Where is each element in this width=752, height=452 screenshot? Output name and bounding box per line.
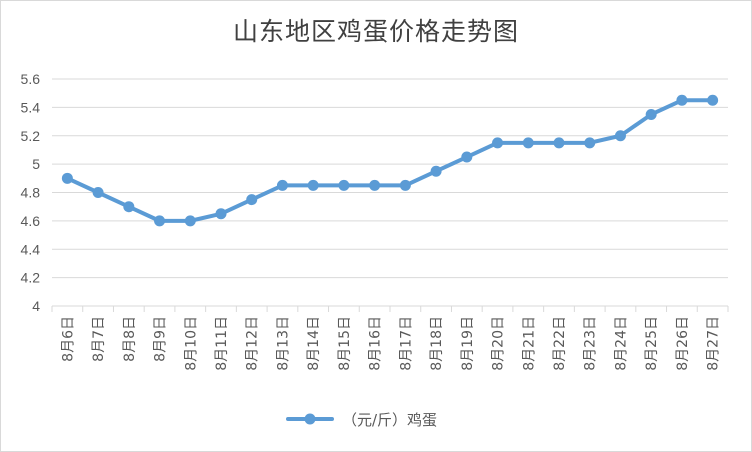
data-point xyxy=(338,179,350,191)
y-tick-label: 5.6 xyxy=(21,71,41,87)
x-tick-label: 8月13日 xyxy=(275,316,291,371)
x-tick-label: 8月17日 xyxy=(398,316,414,371)
x-tick-label: 8月19日 xyxy=(460,316,476,371)
x-tick-label: 8月8日 xyxy=(122,316,138,362)
data-point xyxy=(61,172,73,184)
data-point xyxy=(123,201,135,213)
data-point xyxy=(276,179,288,191)
data-point xyxy=(399,179,411,191)
y-tick-label: 5.2 xyxy=(21,128,41,144)
y-tick-label: 5.4 xyxy=(21,99,41,115)
y-tick-label: 4.2 xyxy=(21,270,41,286)
data-point xyxy=(522,137,534,149)
data-point xyxy=(461,151,473,163)
data-point xyxy=(707,94,719,106)
x-tick-label: 8月22日 xyxy=(552,316,568,371)
data-point xyxy=(645,108,657,120)
x-tick-label: 8月18日 xyxy=(429,316,445,371)
data-point xyxy=(430,165,442,177)
x-tick-label: 8月6日 xyxy=(60,316,76,362)
y-tick-label: 4.8 xyxy=(21,185,41,201)
x-tick-label: 8月25日 xyxy=(644,316,660,371)
x-tick-label: 8月14日 xyxy=(306,316,322,371)
data-point xyxy=(676,94,688,106)
data-point xyxy=(154,215,166,227)
y-tick-label: 5 xyxy=(32,156,40,172)
x-tick-label: 8月26日 xyxy=(675,316,691,371)
data-point xyxy=(492,137,504,149)
x-tick-label: 8月15日 xyxy=(337,316,353,371)
x-tick-label: 8月9日 xyxy=(153,316,169,362)
x-tick-label: 8月23日 xyxy=(583,316,599,371)
y-tick-label: 4.6 xyxy=(21,213,41,229)
data-point xyxy=(614,130,626,142)
y-tick-label: 4 xyxy=(32,298,40,314)
data-point xyxy=(246,194,258,206)
x-tick-label: 8月7日 xyxy=(91,316,107,362)
data-point xyxy=(184,215,196,227)
data-point xyxy=(369,179,381,191)
x-tick-label: 8月24日 xyxy=(613,316,629,371)
x-tick-label: 8月11日 xyxy=(214,316,230,371)
series-line xyxy=(65,98,715,223)
x-tick-label: 8月27日 xyxy=(706,316,722,371)
data-point xyxy=(215,208,227,220)
legend-marker xyxy=(304,413,316,425)
data-point xyxy=(92,187,104,198)
x-tick-label: 8月12日 xyxy=(245,316,261,371)
legend-label: （元/斤）鸡蛋 xyxy=(342,411,437,429)
y-tick-label: 4.4 xyxy=(21,241,41,257)
data-point xyxy=(553,137,565,149)
chart-title: 山东地区鸡蛋价格走势图 xyxy=(232,17,519,46)
x-tick-label: 8月20日 xyxy=(491,316,507,371)
x-tick-label: 8月16日 xyxy=(368,316,384,371)
data-point xyxy=(584,137,596,149)
data-point xyxy=(307,179,319,191)
x-tick-label: 8月10日 xyxy=(183,316,199,371)
x-tick-label: 8月21日 xyxy=(521,316,537,371)
